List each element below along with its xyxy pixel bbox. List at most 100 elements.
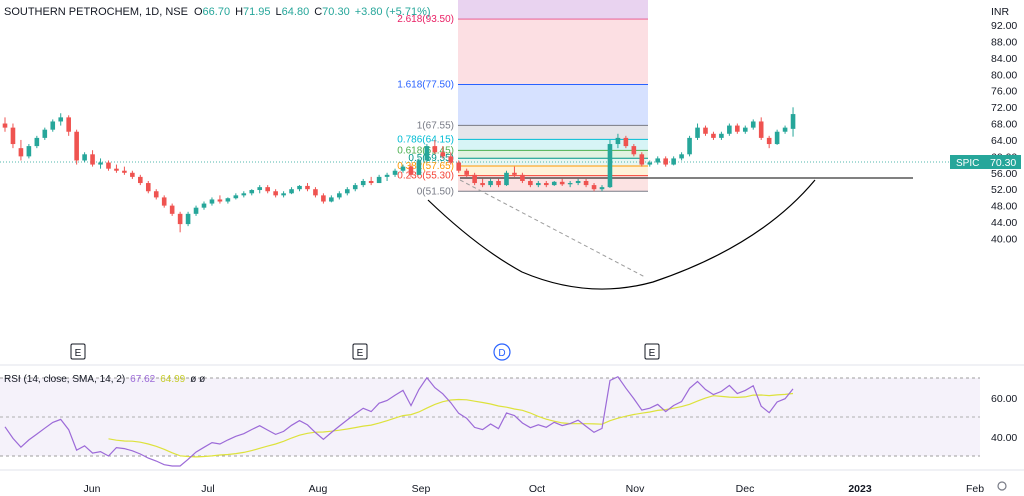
earnings-marker[interactable]: E (352, 343, 368, 360)
settings-icon[interactable] (997, 481, 1007, 491)
fib-zone (458, 166, 648, 176)
candle (408, 164, 414, 177)
badge-symbol: SPIC (956, 158, 979, 169)
rsi-value: 67.62 (130, 374, 155, 385)
candle (313, 187, 318, 198)
ohlc-o-label: O (194, 6, 203, 18)
price-tick: 44.00 (991, 217, 1017, 229)
rsi-sma-value: 64.99 (160, 374, 185, 385)
ohlc-h-label: H (235, 6, 243, 18)
fib-level-label: 0.382(57.65) (397, 161, 454, 172)
price-axis[interactable]: INR 92.00 88.00 84.00 80.00 76.00 72.00 68.00 6… (991, 6, 1017, 245)
ohlc-h-value: 71.95 (243, 6, 271, 18)
currency-label: INR (991, 6, 1010, 18)
candle (472, 172, 477, 186)
rsi-legend[interactable]: RSI (14, close, SMA, 14, 2) 67.62 64.99 ø ø (4, 374, 205, 385)
candle (424, 144, 430, 163)
candle (368, 176, 374, 186)
rsi-line (4, 375, 794, 467)
price-tick: 52.00 (991, 184, 1017, 196)
rsi-tick-40: 40.00 (991, 432, 1017, 444)
candle (599, 185, 605, 192)
candle (344, 187, 350, 196)
candle (90, 150, 95, 167)
candle (448, 152, 454, 165)
candle (265, 185, 270, 194)
candle (742, 125, 748, 134)
candle (106, 160, 111, 171)
candle (34, 135, 40, 149)
candle (145, 180, 151, 194)
earnings-marker[interactable]: E (70, 343, 86, 360)
candle (58, 113, 64, 126)
candle (663, 156, 668, 167)
rsi-sma-line (108, 392, 794, 458)
candle (161, 195, 167, 208)
candle (679, 152, 684, 161)
candle (201, 201, 207, 210)
candle (329, 195, 334, 203)
candle (639, 152, 645, 167)
candle (10, 123, 16, 149)
rsi-tick-60: 60.00 (991, 393, 1017, 405)
drawings (0, 161, 980, 290)
candle (153, 189, 159, 200)
cup-pattern-curve[interactable] (427, 179, 816, 290)
candle (416, 158, 422, 175)
ohlc-c-value: 70.30 (322, 6, 350, 18)
candle (512, 166, 517, 177)
candle (130, 170, 135, 179)
time-tick: Feb (966, 483, 984, 495)
symbol-legend[interactable]: SOUTHERN PETROCHEM, 1D, NSE O66.70 H71.95 L… (4, 6, 431, 18)
candle (384, 172, 390, 181)
candle (2, 117, 8, 132)
symbol-header: SOUTHERN PETROCHEM, 1D, NSE O66.70 H71.95 L… (4, 6, 431, 18)
candle (464, 168, 469, 177)
candle (281, 191, 286, 198)
candle (297, 185, 302, 192)
candle (703, 125, 708, 136)
candle (559, 178, 565, 186)
candle (122, 166, 127, 175)
earnings-marker[interactable]: E (644, 343, 660, 360)
candle (496, 178, 501, 188)
candle (337, 191, 342, 200)
price-tick: 48.00 (991, 201, 1017, 213)
badge-price: 70.30 (990, 157, 1016, 169)
candle (774, 129, 780, 145)
candle (209, 197, 215, 206)
fibonacci-retracement[interactable]: 2.618(93.50) 1.618(77.50) 1(67.55) 0.786(64… (397, 0, 648, 197)
fib-level-label: 0(51.50) (417, 186, 454, 197)
price-tick: 92.00 (991, 20, 1017, 32)
candle (50, 119, 56, 132)
candle (18, 139, 24, 161)
fib-level-label: 2.618(93.50) (397, 14, 454, 25)
candle (273, 189, 278, 198)
ohlc-l-label: L (276, 6, 282, 18)
fib-trend-line[interactable] (459, 179, 646, 278)
time-tick: Nov (626, 483, 645, 495)
candle (504, 170, 509, 186)
candle (98, 158, 103, 169)
fib-zone (458, 150, 648, 159)
candle (695, 123, 700, 140)
time-tick: 2023 (848, 483, 872, 495)
dividend-marker[interactable]: D (493, 343, 511, 361)
time-axis[interactable]: Jun Jul Aug Sep Oct Nov Dec 2023 Feb (0, 469, 1024, 495)
candle (655, 156, 661, 165)
time-tick: Jun (84, 483, 101, 495)
candle (711, 131, 716, 140)
rsi-pane[interactable]: RSI (14, close, SMA, 14, 2) 67.62 64.99 ø ø… (0, 364, 1024, 467)
candle (567, 180, 573, 188)
candle (528, 178, 533, 188)
candle (432, 139, 438, 155)
fib-top-zone (458, 0, 648, 19)
fib-zone (458, 18, 648, 85)
candle (360, 178, 366, 188)
fib-level-label: 0.786(64.15) (397, 134, 454, 145)
rsi-legend-name: RSI (14, close, SMA, 14, 2) (4, 374, 125, 385)
candle (233, 193, 239, 200)
price-tick: 76.00 (991, 86, 1017, 98)
candle (790, 107, 796, 137)
